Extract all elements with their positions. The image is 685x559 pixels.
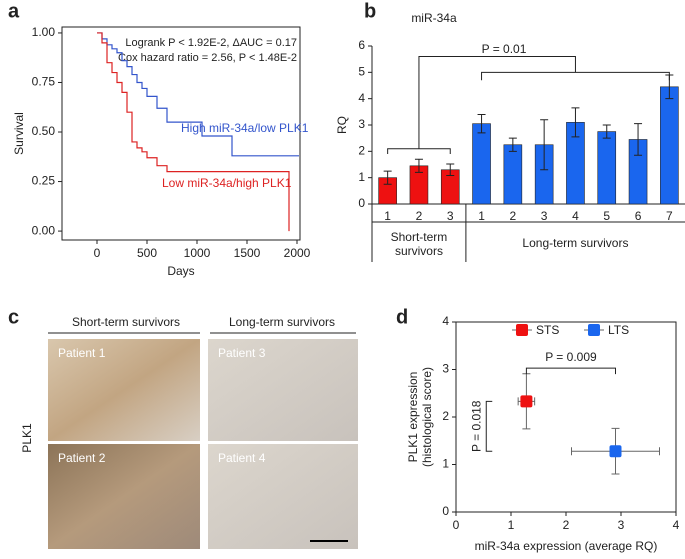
y-tick-label: 5 (358, 65, 365, 79)
chart-title: miR-34a (411, 11, 457, 25)
row-label: PLK1 (20, 423, 34, 453)
error-bar (540, 119, 549, 171)
error-bar (383, 170, 392, 185)
x-tick-label: 3 (618, 518, 625, 532)
annotation: Cox hazard ratio = 2.56, P < 1.48E-2 (118, 52, 297, 64)
x-axis-label: Days (167, 264, 194, 278)
y-axis-label: (histological score) (420, 367, 434, 467)
error-bar (446, 163, 455, 177)
group-label: Short-term survivors (72, 315, 180, 329)
group-label: survivors (395, 244, 443, 258)
panel-label: c (8, 306, 19, 328)
y-tick-label: 1 (442, 457, 449, 471)
x-axis-label: miR-34a expression (average RQ) (475, 539, 658, 553)
error-bar (602, 124, 611, 139)
group-label: Short-term (391, 230, 448, 244)
x-tick-label: 1 (478, 209, 485, 223)
bar (597, 131, 617, 205)
y-tick-label: 3 (358, 117, 365, 131)
y-tick-label: 1.00 (32, 25, 56, 39)
error-bar (634, 123, 643, 156)
y-tick-label: 6 (358, 38, 365, 52)
y-tick-label: 0.00 (32, 223, 56, 237)
x-tick-label: 7 (666, 209, 673, 223)
legend-label: STS (536, 323, 559, 337)
x-tick-label: 2 (563, 518, 570, 532)
image-label: Patient 4 (218, 451, 266, 465)
group-label: Long-term survivors (229, 315, 335, 329)
legend-label: Low miR-34a/high PLK1 (162, 176, 292, 190)
bracket (387, 56, 670, 154)
bracket (525, 367, 616, 375)
x-tick-label: 500 (137, 246, 157, 260)
x-tick-label: 2 (416, 209, 423, 223)
annotation: P = 0.018 (469, 400, 483, 452)
panel-label: a (8, 0, 20, 22)
error-bar (414, 158, 423, 173)
legend-label: High miR-34a/low PLK1 (181, 121, 309, 135)
x-tick-label: 2 (510, 209, 517, 223)
annotation: P = 0.009 (545, 350, 597, 364)
error-bar (477, 113, 486, 134)
y-tick-label: 0.50 (32, 124, 56, 138)
y-tick-label: 0.25 (32, 174, 56, 188)
y-axis-label: Survival (12, 112, 26, 155)
group-label: Long-term survivors (522, 236, 628, 250)
bar (503, 144, 523, 205)
y-tick-label: 1 (358, 170, 365, 184)
y-axis-label: PLK1 expression (406, 372, 420, 463)
bar (660, 86, 679, 205)
x-tick-label: 3 (447, 209, 454, 223)
x-tick-label: 1 (508, 518, 515, 532)
x-tick-label: 1000 (184, 246, 211, 260)
bar (472, 123, 491, 205)
x-tick-label: 6 (635, 209, 642, 223)
x-tick-label: 1 (384, 209, 391, 223)
tissue-image (48, 444, 200, 549)
x-tick-label: 4 (673, 518, 680, 532)
tissue-image (48, 339, 200, 441)
bracket (485, 400, 493, 452)
panel-label: b (364, 0, 376, 22)
x-tick-label: 0 (453, 518, 460, 532)
panel-c: c Short-term survivors Long-term survivo… (8, 306, 358, 549)
tissue-image (208, 444, 358, 549)
legend-marker (588, 324, 600, 336)
image-label: Patient 1 (58, 346, 106, 360)
tissue-image (208, 339, 358, 441)
point (609, 445, 622, 458)
annotation: P = 0.01 (482, 42, 527, 56)
y-tick-label: 4 (358, 91, 365, 105)
y-tick-label: 2 (442, 409, 449, 423)
annotation: Logrank P < 1.92E-2, ΔAUC = 0.17 (125, 37, 297, 49)
image-label: Patient 3 (218, 346, 266, 360)
image-label: Patient 2 (58, 451, 106, 465)
legend-marker (516, 324, 528, 336)
y-tick-label: 0 (442, 504, 449, 518)
x-tick-label: 1500 (234, 246, 261, 260)
y-tick-label: 4 (442, 314, 449, 328)
survival-curve (97, 32, 290, 232)
error-bar (508, 137, 517, 152)
legend-label: LTS (608, 323, 629, 337)
x-tick-label: 5 (603, 209, 610, 223)
plot-frame (61, 26, 301, 241)
y-tick-label: 0.75 (32, 75, 56, 89)
panel-label: d (396, 306, 408, 328)
x-tick-label: 0 (94, 246, 101, 260)
y-axis-label: RQ (335, 116, 349, 134)
x-tick-label: 3 (541, 209, 548, 223)
x-tick-label: 4 (572, 209, 579, 223)
point (520, 395, 533, 408)
survival-curve (97, 32, 299, 157)
y-tick-label: 3 (442, 362, 449, 376)
error-bar (571, 107, 580, 138)
y-tick-label: 2 (358, 144, 365, 158)
x-tick-label: 2000 (284, 246, 311, 260)
y-tick-label: 0 (358, 196, 365, 210)
